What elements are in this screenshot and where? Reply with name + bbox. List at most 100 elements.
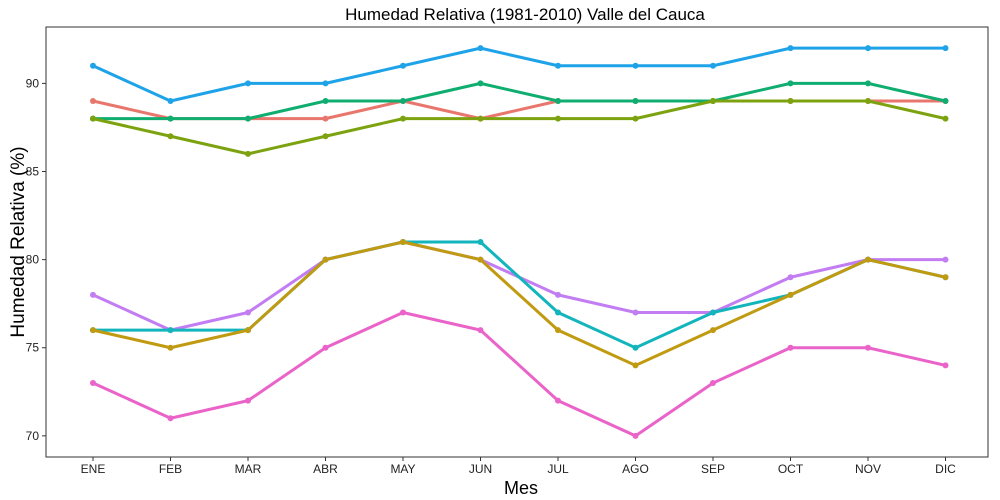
data-point — [632, 62, 639, 69]
series-5 — [90, 239, 949, 334]
data-point — [245, 309, 251, 316]
data-point — [90, 327, 96, 334]
series-4 — [90, 98, 949, 157]
data-point — [477, 45, 484, 52]
data-point — [787, 45, 794, 52]
data-point — [90, 62, 96, 69]
data-point — [555, 62, 561, 69]
data-point — [632, 344, 639, 351]
data-point — [787, 274, 794, 281]
data-point — [322, 256, 329, 263]
data-point — [787, 291, 794, 298]
data-point — [90, 98, 96, 105]
series-group — [90, 45, 949, 439]
data-point — [555, 291, 561, 298]
plot-panel — [45, 26, 989, 458]
data-point — [710, 309, 716, 316]
y-tick-label: 85 — [26, 165, 40, 179]
data-point — [632, 362, 639, 369]
data-point — [787, 98, 794, 105]
series-7 — [90, 239, 949, 369]
data-point — [555, 115, 561, 122]
x-tick-label: JUN — [469, 462, 492, 476]
data-point — [942, 115, 949, 122]
data-point — [322, 80, 329, 87]
data-point — [477, 115, 484, 122]
x-tick-label: SEP — [701, 462, 725, 476]
data-point — [477, 327, 484, 334]
data-point — [787, 344, 794, 351]
y-tick-label: 70 — [26, 429, 40, 443]
data-point — [400, 239, 406, 245]
x-tick-label: OCT — [778, 462, 804, 476]
data-point — [632, 98, 639, 105]
x-axis: ENE FEB MAR ABR MAY JUN JUL AGO SEP OCT NOV DIC — [81, 457, 956, 476]
data-point — [632, 432, 639, 439]
data-point — [942, 256, 949, 263]
data-point — [710, 62, 716, 69]
data-point — [322, 115, 329, 122]
data-point — [787, 80, 794, 87]
data-point — [322, 344, 329, 351]
data-point — [555, 309, 561, 316]
data-point — [942, 98, 949, 105]
y-axis-title: Humedad Relativa (%) — [8, 146, 29, 337]
data-point — [400, 115, 406, 122]
data-point — [477, 256, 484, 263]
series-line — [91, 240, 947, 332]
data-point — [942, 362, 949, 369]
series-line — [91, 240, 947, 367]
data-point — [245, 327, 251, 334]
data-point — [477, 80, 484, 87]
x-tick-label: JUL — [547, 462, 569, 476]
x-tick-label: AGO — [622, 462, 649, 476]
data-point — [90, 379, 96, 386]
data-point — [555, 327, 561, 334]
data-point — [322, 133, 329, 140]
series-1 — [90, 45, 949, 105]
series-line — [91, 46, 947, 103]
data-point — [167, 415, 174, 422]
x-tick-label: MAR — [235, 462, 262, 476]
x-tick-label: DIC — [935, 462, 956, 476]
data-point — [400, 98, 406, 105]
series-line — [91, 81, 947, 121]
data-point — [555, 98, 561, 105]
data-point — [245, 150, 251, 157]
data-point — [167, 133, 174, 140]
data-point — [942, 45, 949, 52]
data-point — [710, 327, 716, 334]
y-axis: 70 75 80 85 90 — [26, 76, 46, 443]
data-point — [90, 291, 96, 298]
chart-title: Humedad Relativa (1981-2010) Valle del C… — [345, 5, 705, 24]
data-point — [710, 98, 716, 105]
x-tick-label: ENE — [81, 462, 106, 476]
data-point — [400, 62, 406, 69]
data-point — [90, 115, 96, 122]
data-point — [167, 344, 174, 351]
data-point — [865, 344, 871, 351]
data-point — [477, 239, 484, 245]
data-point — [865, 256, 871, 263]
data-point — [865, 80, 871, 87]
series-line — [91, 99, 947, 156]
data-point — [245, 397, 251, 404]
x-tick-label: MAY — [390, 462, 415, 476]
data-point — [865, 45, 871, 52]
data-point — [710, 379, 716, 386]
data-point — [865, 98, 871, 105]
data-point — [245, 80, 251, 87]
data-point — [245, 115, 251, 122]
data-point — [167, 115, 174, 122]
data-point — [322, 98, 329, 105]
x-tick-label: ABR — [313, 462, 338, 476]
y-tick-label: 80 — [26, 253, 40, 267]
data-point — [632, 115, 639, 122]
data-point — [167, 98, 174, 105]
x-tick-label: FEB — [159, 462, 182, 476]
series-line — [91, 310, 947, 438]
x-axis-title: Mes — [504, 478, 538, 498]
data-point — [942, 274, 949, 281]
series-line — [91, 99, 947, 121]
